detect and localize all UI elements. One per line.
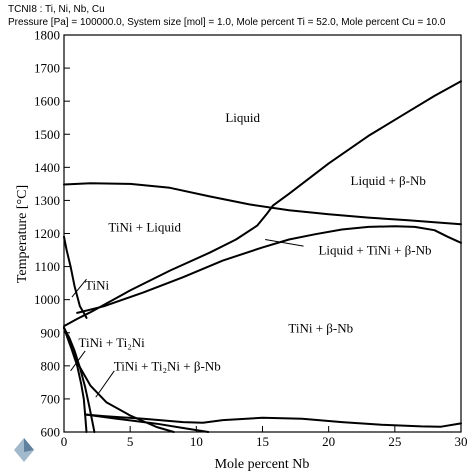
- x-tick-label: 0: [61, 434, 68, 449]
- region-label: Liquid: [225, 110, 260, 125]
- phase-boundary-line: [84, 413, 210, 433]
- region-labels: Liquid Liquid + β-Nb TiNi + Liquid Liquid +…: [78, 110, 431, 373]
- x-tick-label: 15: [256, 434, 269, 449]
- y-tick-label: 800: [41, 358, 61, 373]
- y-tick-label: 1300: [34, 193, 60, 208]
- x-tick-label: 5: [127, 434, 134, 449]
- region-label: Liquid + β-Nb: [351, 173, 426, 188]
- y-tick-label: 1800: [34, 28, 60, 43]
- y-tick-label: 900: [41, 325, 61, 340]
- y-tick-label: 1400: [34, 160, 60, 175]
- y-tick-label: 1200: [34, 226, 60, 241]
- x-tick-label: 30: [455, 434, 468, 449]
- y-tick-label: 1700: [34, 61, 60, 76]
- x-axis-label: Mole percent Nb: [215, 457, 310, 472]
- region-label: TiNi: [85, 277, 109, 292]
- label-leaders: [70, 238, 304, 398]
- leader-line: [95, 370, 115, 398]
- phase-boundary-line: [76, 225, 462, 314]
- y-tick-label: 1000: [34, 292, 60, 307]
- region-label: TiNi + Ti₂Ni + β-Nb: [114, 358, 221, 373]
- y-tick-label: 1500: [34, 127, 60, 142]
- y-tick-label: 1100: [34, 259, 60, 274]
- leader-line: [265, 238, 304, 247]
- x-tick-label: 10: [190, 434, 203, 449]
- x-axis: 0 5 10 15 20 25 30: [61, 426, 468, 449]
- y-axis: 600 700 800 900 1000 1100 1200 1300 1400 1500 1600…: [34, 28, 70, 440]
- leader-line: [70, 350, 86, 372]
- header-conditions: Pressure [Pa] = 100000.0, System size [m…: [8, 17, 446, 28]
- phase-boundary-line: [63, 326, 96, 433]
- phase-boundary-line: [84, 413, 462, 428]
- region-label: TiNi + Liquid: [108, 219, 181, 234]
- leader-line: [71, 278, 87, 298]
- x-tick-label: 20: [322, 434, 335, 449]
- y-tick-label: 1600: [34, 94, 60, 109]
- phase-boundaries: [63, 80, 462, 433]
- phase-boundary-line: [63, 182, 462, 226]
- region-label: TiNi + Ti₂Ni: [78, 335, 145, 350]
- y-axis-label: Temperature [°C]: [15, 185, 30, 283]
- y-tick-label: 600: [41, 425, 61, 440]
- phase-boundary-line: [63, 80, 462, 328]
- phase-boundary-line: [63, 235, 88, 319]
- y-tick-label: 700: [41, 391, 61, 406]
- logo-icon: [14, 438, 34, 462]
- x-tick-label: 25: [388, 434, 401, 449]
- region-label: TiNi + β-Nb: [288, 320, 353, 335]
- region-label: Liquid + TiNi + β-Nb: [318, 243, 431, 258]
- header-system: TCNI8 : Ti, Ni, Nb, Cu: [8, 4, 105, 15]
